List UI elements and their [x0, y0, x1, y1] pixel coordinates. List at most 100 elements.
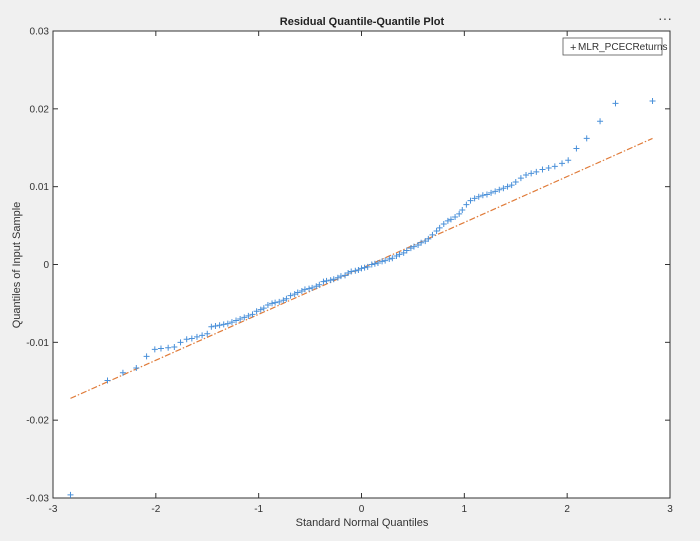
data-point	[396, 251, 403, 258]
data-point	[475, 193, 482, 200]
data-point	[342, 272, 349, 279]
data-point	[316, 281, 323, 288]
data-point	[224, 320, 231, 327]
data-point	[422, 238, 429, 245]
legend[interactable]: + MLR_PCECReturns	[562, 37, 667, 56]
axis-ticks: -3 -2 -1 0 1 2 3 -0.03 -0.02 -0.01 0 0.01 0.02 0.03	[26, 27, 673, 516]
data-point	[415, 242, 422, 249]
y-tick-label: 0.02	[30, 104, 50, 115]
data-point	[459, 207, 466, 214]
data-point	[545, 164, 552, 171]
data-point	[467, 197, 474, 204]
data-point	[463, 201, 470, 208]
data-point	[410, 243, 417, 250]
data-point	[212, 322, 219, 329]
data-point	[471, 195, 478, 202]
data-point	[452, 214, 459, 221]
legend-box	[562, 37, 663, 56]
data-point	[512, 178, 519, 185]
data-point	[504, 183, 511, 190]
data-point	[327, 277, 334, 284]
data-point	[313, 283, 320, 290]
data-point	[496, 186, 503, 193]
data-point	[143, 353, 150, 360]
data-point	[379, 258, 386, 265]
data-point	[649, 98, 656, 105]
data-point	[447, 216, 454, 223]
data-point	[368, 261, 375, 268]
data-point	[573, 145, 580, 152]
data-point	[483, 191, 490, 198]
data-point	[228, 319, 235, 326]
data-point	[165, 344, 172, 351]
data-point	[429, 231, 436, 238]
data-point	[334, 274, 341, 281]
data-point	[233, 317, 240, 324]
data-point	[193, 333, 200, 340]
y-tick-label: 0.03	[30, 27, 50, 38]
data-point	[104, 377, 111, 384]
data-point	[269, 300, 276, 307]
data-point	[283, 295, 290, 302]
data-point	[204, 330, 211, 337]
data-point	[188, 335, 195, 342]
x-tick-label: -2	[151, 504, 160, 515]
data-point	[157, 345, 164, 352]
data-point	[374, 259, 381, 266]
x-tick-label: 2	[564, 504, 570, 515]
data-point	[400, 249, 407, 256]
data-point	[612, 100, 619, 107]
plot-area	[52, 30, 671, 499]
data-point	[364, 263, 371, 270]
y-tick-label: 0	[43, 260, 49, 271]
data-point	[337, 273, 344, 280]
data-point	[488, 189, 495, 196]
x-tick-label: 0	[359, 504, 365, 515]
data-point	[151, 346, 158, 353]
data-point	[177, 339, 184, 346]
x-tick-label: 1	[462, 504, 468, 515]
x-tick-label: -1	[254, 504, 263, 515]
data-point	[358, 265, 365, 272]
data-point	[216, 322, 223, 329]
x-tick-label: -3	[49, 504, 58, 515]
data-point	[280, 297, 287, 304]
data-point	[500, 185, 507, 192]
data-point	[371, 260, 378, 267]
data-point	[119, 369, 126, 376]
data-point	[199, 332, 206, 339]
data-point	[241, 314, 248, 321]
data-point	[517, 175, 524, 182]
data-point	[183, 336, 190, 343]
data-point	[523, 171, 530, 178]
data-point	[67, 491, 74, 498]
data-point	[418, 239, 425, 246]
data-point	[220, 321, 227, 328]
data-point	[345, 270, 352, 277]
data-point	[276, 298, 283, 305]
data-point	[291, 291, 298, 298]
y-tick-label: -0.02	[26, 416, 49, 427]
data-point	[433, 228, 440, 235]
data-point	[565, 157, 572, 164]
x-tick-label: 3	[667, 504, 673, 515]
y-tick-label: -0.01	[26, 338, 49, 349]
data-point	[583, 135, 590, 142]
y-tick-label: -0.03	[26, 494, 49, 505]
data-point	[245, 312, 252, 319]
more-options-icon[interactable]: ···	[658, 10, 672, 26]
data-point	[171, 344, 178, 351]
data-point	[440, 221, 447, 228]
data-point	[403, 247, 410, 254]
chart-title: Residual Quantile-Quantile Plot	[279, 16, 445, 28]
data-point	[382, 257, 389, 264]
y-axis-label: Quantiles of Input Sample	[11, 202, 23, 329]
data-point	[393, 252, 400, 259]
data-point	[444, 217, 451, 224]
data-point	[551, 163, 558, 170]
y-tick-label: 0.01	[30, 182, 50, 193]
x-axis-label: Standard Normal Quantiles	[296, 517, 429, 529]
data-point	[260, 305, 267, 312]
